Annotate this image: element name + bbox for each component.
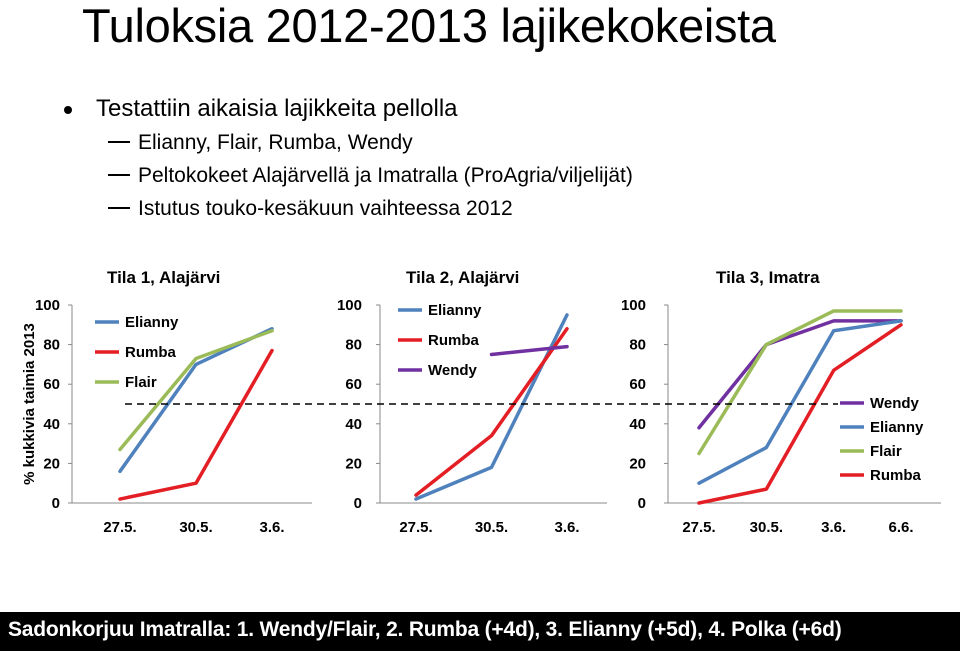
x-tick-label: 3.6. [259,519,284,536]
dash-icon [108,141,130,143]
x-tick-label: 3.6. [554,519,579,536]
legend-label: Rumba [870,467,921,484]
y-tick-label: 80 [629,337,646,354]
footer-text: Sadonkorjuu Imatralla: 1. Wendy/Flair, 2… [8,618,842,641]
series-line-elianny [697,319,903,485]
y-tick-label: 100 [35,297,60,314]
x-tick-label: 30.5. [475,519,508,536]
x-tick-label: 30.5. [179,519,212,536]
y-tick-label: 20 [43,455,60,472]
y-tick-label: 80 [345,337,362,354]
x-tick-label: 30.5. [750,519,783,536]
legend-label: Wendy [870,395,920,412]
legend-label: Rumba [428,332,479,349]
chart-title: Tila 3, Imatra [716,268,820,287]
dash-icon [108,174,130,176]
legend-label: Elianny [125,314,179,331]
legend-label: Elianny [870,419,924,436]
x-tick-label: 6.6. [888,519,913,536]
y-tick-label: 20 [345,455,362,472]
legend-label: Elianny [428,302,482,319]
series-line-rumba [118,348,274,501]
y-axis-label: % kukkivia taimia 2013 [21,323,38,485]
series-line-wendy [697,319,903,430]
dash-icon [108,207,130,209]
y-tick-label: 60 [345,376,362,393]
series-line-rumba [414,327,569,497]
legend-label: Flair [125,374,157,391]
y-tick-label: 60 [629,376,646,393]
y-tick-label: 0 [638,495,646,512]
slide-title: Tuloksia 2012-2013 lajikekokeista [82,0,776,52]
chart-title: Tila 2, Alajärvi [406,268,519,287]
footer-bar: Sadonkorjuu Imatralla: 1. Wendy/Flair, 2… [0,612,960,651]
x-tick-label: 27.5. [399,519,432,536]
y-tick-label: 100 [337,297,362,314]
bullet-main-text: Testattiin aikaisia lajikkeita pellolla [96,95,458,122]
bullet-dot-icon [64,106,72,114]
y-tick-label: 0 [354,495,362,512]
y-tick-label: 40 [629,416,646,433]
legend-label: Wendy [428,362,478,379]
y-tick-label: 60 [43,376,60,393]
bullet-sub-text: Istutus touko-kesäkuun vaihteessa 2012 [138,197,513,220]
y-tick-label: 40 [345,416,362,433]
bullet-sub-text: Elianny, Flair, Rumba, Wendy [138,131,413,154]
legend-label: Rumba [125,344,176,361]
x-tick-label: 27.5. [103,519,136,536]
series-line-flair [118,328,274,452]
bullet-sub-text: Peltokokeet Alajärvellä ja Imatralla (Pr… [138,164,633,187]
x-tick-label: 27.5. [682,519,715,536]
series-line-flair [697,309,903,456]
y-tick-label: 100 [621,297,646,314]
chart-title: Tila 1, Alajärvi [107,268,220,287]
legend-label: Flair [870,443,902,460]
y-tick-label: 40 [43,416,60,433]
y-tick-label: 80 [43,337,60,354]
y-tick-label: 0 [52,495,60,512]
series-line-wendy [489,344,569,357]
y-tick-label: 20 [629,455,646,472]
x-tick-label: 3.6. [821,519,846,536]
series-line-rumba [697,323,903,505]
